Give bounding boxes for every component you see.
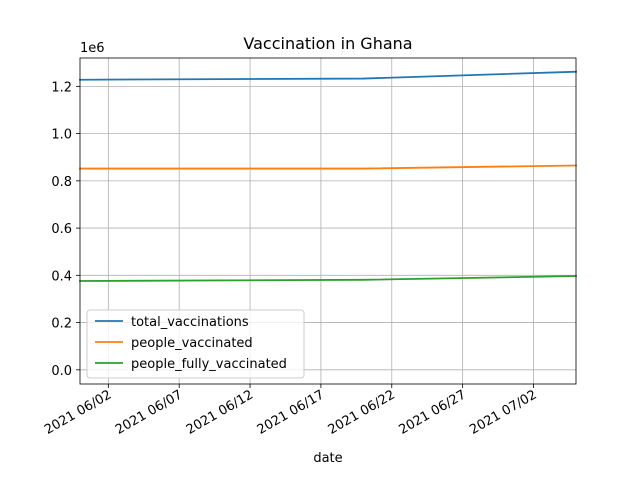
x-tick-label: 2021 06/22: [326, 387, 398, 437]
y-tick-label: 0.8: [51, 175, 72, 190]
x-tick-label: 2021 06/02: [42, 387, 114, 437]
x-tick-label: 2021 06/17: [255, 387, 327, 437]
y-tick-label: 1.2: [51, 80, 72, 95]
chart-title: Vaccination in Ghana: [243, 34, 412, 53]
y-offset-label: 1e6: [80, 41, 105, 56]
series-line-people-vaccinated: [79, 164, 577, 170]
y-tick-label: 0.4: [51, 269, 72, 284]
legend-label: people_fully_vaccinated: [131, 357, 287, 372]
legend-box: [86, 309, 305, 379]
plot-frame: [79, 57, 577, 385]
series-line-total-vaccinations: [79, 70, 577, 81]
x-tick-label: 2021 06/07: [113, 387, 185, 437]
y-axis-ticks: 0.0 0.2 0.4 0.6 0.8 1.0 1.2: [51, 80, 80, 379]
grid-lines: [80, 58, 576, 384]
legend: total_vaccinations people_vaccinatedpeopl…: [86, 309, 305, 379]
legend-label: total_vaccinations: [131, 315, 249, 330]
x-tick-label: 2021 07/02: [467, 387, 539, 437]
x-tick-label: 2021 06/12: [184, 387, 256, 437]
y-tick-label: 0.6: [51, 222, 72, 237]
y-tick-label: 1.0: [51, 128, 72, 143]
y-tick-label: 0.2: [51, 317, 72, 332]
series-lines: [79, 70, 577, 282]
x-tick-label: 2021 06/27: [396, 387, 468, 437]
legend-label: people_vaccinated: [131, 336, 253, 351]
y-tick-label: 0.0: [51, 364, 72, 379]
series-line-people-fully-vaccinated: [79, 275, 577, 282]
x-axis-label: date: [313, 451, 342, 466]
